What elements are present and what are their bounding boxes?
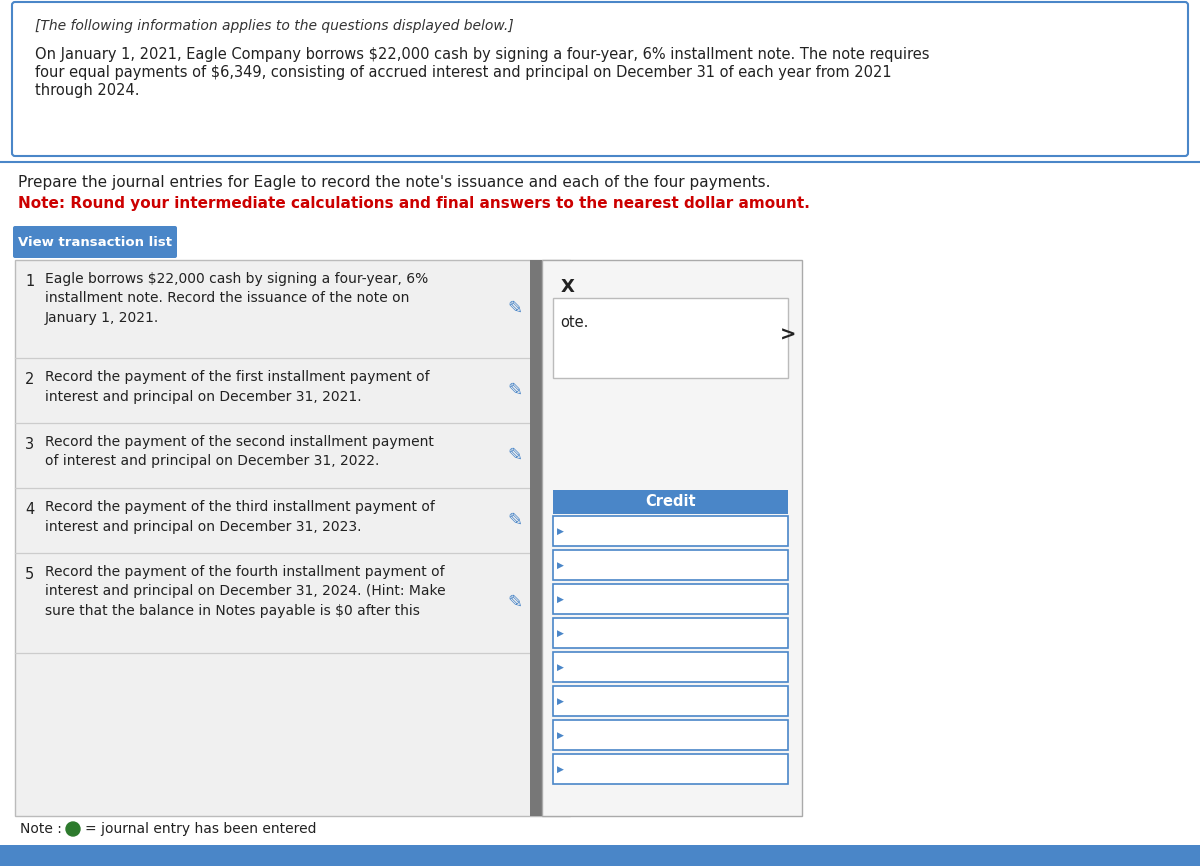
Text: Record the payment of the fourth installment payment of
interest and principal o: Record the payment of the fourth install… <box>46 565 445 618</box>
Text: ▶: ▶ <box>557 662 564 671</box>
Text: 3: 3 <box>25 437 34 452</box>
Bar <box>553 720 788 750</box>
Text: Credit: Credit <box>646 494 696 509</box>
Text: Note: Round your intermediate calculations and final answers to the nearest doll: Note: Round your intermediate calculatio… <box>18 196 810 211</box>
Text: four equal payments of $6,349, consisting of accrued interest and principal on D: four equal payments of $6,349, consistin… <box>35 65 892 80</box>
Text: 4: 4 <box>25 502 35 517</box>
Bar <box>553 618 788 648</box>
Text: = journal entry has been entered: = journal entry has been entered <box>85 822 317 836</box>
Text: ote.: ote. <box>560 315 588 330</box>
Text: 2: 2 <box>25 372 35 387</box>
Text: Record the payment of the second installment payment
of interest and principal o: Record the payment of the second install… <box>46 435 434 469</box>
Text: ▶: ▶ <box>557 696 564 706</box>
Text: Record the payment of the third installment payment of
interest and principal on: Record the payment of the third installm… <box>46 500 434 533</box>
Bar <box>553 754 788 784</box>
Text: X: X <box>562 278 575 296</box>
Text: Prepare the journal entries for Eagle to record the note's issuance and each of : Prepare the journal entries for Eagle to… <box>18 175 770 190</box>
Text: ▶: ▶ <box>557 765 564 773</box>
Bar <box>530 260 542 816</box>
Text: Eagle borrows $22,000 cash by signing a four-year, 6%
installment note. Record t: Eagle borrows $22,000 cash by signing a … <box>46 272 428 325</box>
Text: View transaction list: View transaction list <box>18 236 172 249</box>
Text: ✎: ✎ <box>508 447 522 464</box>
Text: ▶: ▶ <box>557 527 564 535</box>
Bar <box>553 584 788 614</box>
Bar <box>553 686 788 716</box>
Bar <box>542 260 802 816</box>
Bar <box>553 490 788 514</box>
Text: through 2024.: through 2024. <box>35 83 139 98</box>
Bar <box>553 298 788 378</box>
FancyBboxPatch shape <box>13 226 178 258</box>
Circle shape <box>66 822 80 836</box>
Text: ▶: ▶ <box>557 731 564 740</box>
Text: ✎: ✎ <box>508 300 522 318</box>
Bar <box>553 652 788 682</box>
Text: On January 1, 2021, Eagle Company borrows $22,000 cash by signing a four-year, 6: On January 1, 2021, Eagle Company borrow… <box>35 47 930 62</box>
Text: [The following information applies to the questions displayed below.]: [The following information applies to th… <box>35 19 514 33</box>
Text: ✎: ✎ <box>508 512 522 529</box>
FancyBboxPatch shape <box>12 2 1188 156</box>
Text: ▶: ▶ <box>557 560 564 570</box>
Bar <box>553 516 788 546</box>
Text: Record the payment of the first installment payment of
interest and principal on: Record the payment of the first installm… <box>46 370 430 404</box>
Bar <box>0 845 1200 866</box>
Text: ▶: ▶ <box>557 629 564 637</box>
Text: >: > <box>780 326 796 345</box>
Text: 1: 1 <box>25 274 35 289</box>
Text: ✎: ✎ <box>508 382 522 399</box>
Text: Note :: Note : <box>20 822 62 836</box>
Bar <box>14 260 570 816</box>
Text: 5: 5 <box>25 567 35 582</box>
Text: ✎: ✎ <box>508 594 522 612</box>
Bar <box>553 550 788 580</box>
Text: ▶: ▶ <box>557 594 564 604</box>
